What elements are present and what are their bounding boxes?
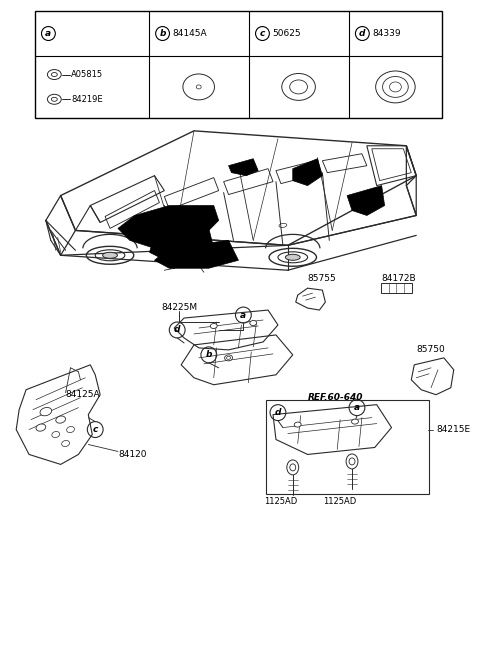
Ellipse shape <box>36 424 46 431</box>
Ellipse shape <box>287 460 299 475</box>
Ellipse shape <box>52 432 60 437</box>
Text: A05815: A05815 <box>71 70 103 79</box>
Text: 84215E: 84215E <box>436 425 470 434</box>
Ellipse shape <box>389 82 401 92</box>
Ellipse shape <box>40 408 52 416</box>
Ellipse shape <box>294 422 301 427</box>
Text: 1125AD: 1125AD <box>324 497 357 506</box>
Ellipse shape <box>285 254 300 260</box>
Text: b: b <box>159 29 166 38</box>
Text: a: a <box>354 403 360 412</box>
Ellipse shape <box>383 77 408 98</box>
Ellipse shape <box>210 324 217 328</box>
Text: d: d <box>174 326 180 335</box>
Bar <box>35 11 442 118</box>
Ellipse shape <box>67 426 74 433</box>
Ellipse shape <box>290 80 308 94</box>
Ellipse shape <box>183 74 215 100</box>
Ellipse shape <box>51 73 57 77</box>
Text: 84120: 84120 <box>118 450 146 459</box>
Ellipse shape <box>346 454 358 469</box>
Bar <box>381 283 412 293</box>
Text: a: a <box>45 29 51 38</box>
Text: 84125A: 84125A <box>66 390 100 399</box>
Ellipse shape <box>48 94 61 104</box>
Ellipse shape <box>48 70 61 79</box>
Text: 85750: 85750 <box>416 345 445 354</box>
Text: 1125AD: 1125AD <box>264 497 298 506</box>
Polygon shape <box>293 159 323 186</box>
Text: 85755: 85755 <box>308 274 336 283</box>
Polygon shape <box>150 228 214 262</box>
Bar <box>266 400 429 494</box>
Ellipse shape <box>62 441 70 447</box>
Ellipse shape <box>51 98 57 101</box>
Text: d: d <box>275 408 281 417</box>
Ellipse shape <box>196 85 201 89</box>
Ellipse shape <box>290 464 296 471</box>
Ellipse shape <box>349 458 355 465</box>
Text: b: b <box>205 350 212 359</box>
Ellipse shape <box>225 355 232 361</box>
Text: REF.60-640: REF.60-640 <box>308 393 363 402</box>
Text: 84339: 84339 <box>372 29 401 38</box>
Ellipse shape <box>282 73 315 100</box>
Ellipse shape <box>103 252 118 258</box>
Text: 50625: 50625 <box>272 29 301 38</box>
Ellipse shape <box>351 419 359 424</box>
Text: a: a <box>240 311 246 320</box>
Text: d: d <box>359 29 366 38</box>
Polygon shape <box>347 186 384 215</box>
Text: c: c <box>260 29 265 38</box>
Text: 84172B: 84172B <box>382 274 416 283</box>
Text: 84225M: 84225M <box>161 303 197 311</box>
Ellipse shape <box>56 416 65 423</box>
Polygon shape <box>118 205 219 248</box>
Polygon shape <box>155 240 239 268</box>
Text: 84219E: 84219E <box>71 95 103 104</box>
Text: c: c <box>93 425 98 434</box>
Ellipse shape <box>250 320 257 326</box>
Polygon shape <box>228 159 258 176</box>
Ellipse shape <box>376 71 415 103</box>
Text: 84145A: 84145A <box>172 29 207 38</box>
